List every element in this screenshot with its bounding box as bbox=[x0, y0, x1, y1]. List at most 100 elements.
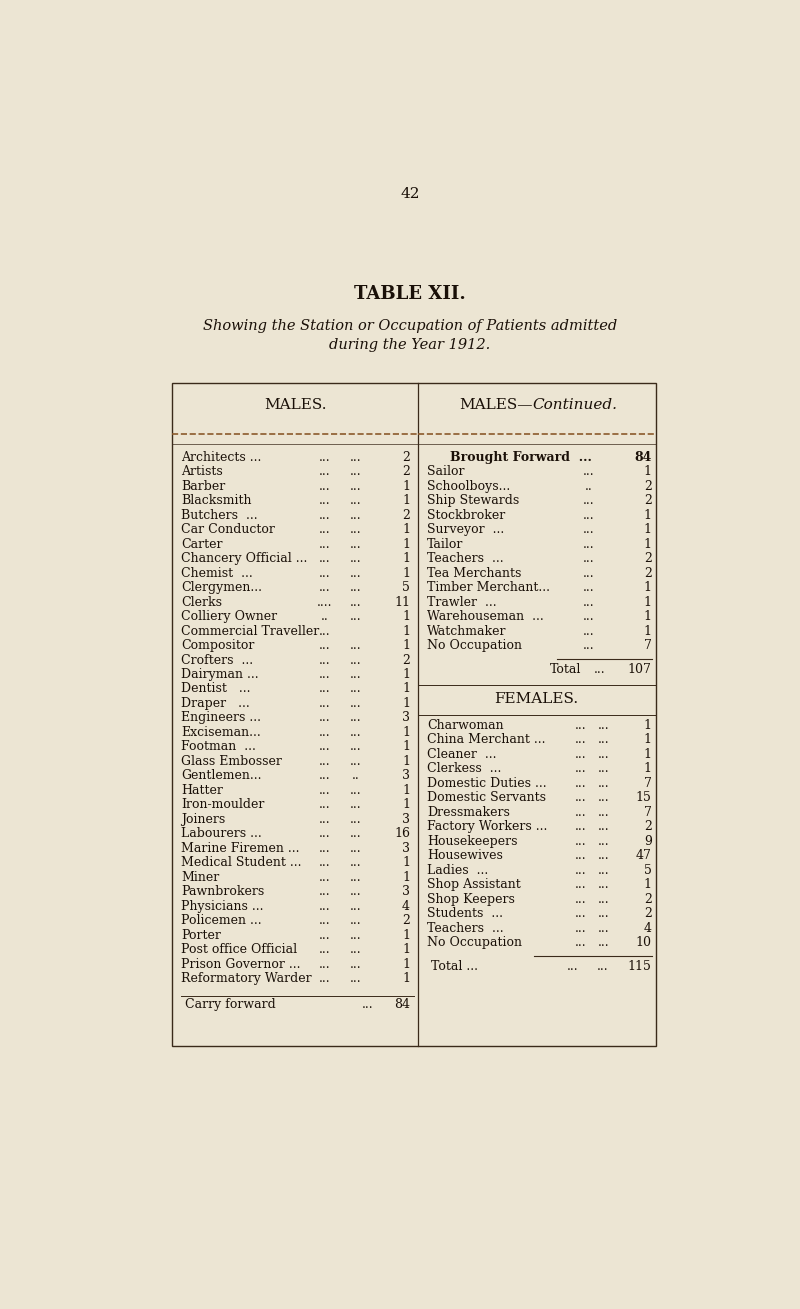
Text: 3: 3 bbox=[402, 712, 410, 724]
Text: ...: ... bbox=[574, 747, 586, 761]
Text: ...: ... bbox=[319, 784, 330, 797]
Text: ...: ... bbox=[319, 798, 330, 812]
Text: Labourers ...: Labourers ... bbox=[182, 827, 262, 840]
Text: Teachers  ...: Teachers ... bbox=[427, 922, 504, 935]
Text: ...: ... bbox=[319, 696, 330, 709]
Text: 2: 2 bbox=[644, 552, 652, 565]
Text: Domestic Servants: Domestic Servants bbox=[427, 792, 546, 804]
Text: Students  ...: Students ... bbox=[427, 907, 503, 920]
Text: ...: ... bbox=[319, 813, 330, 826]
Text: ...: ... bbox=[350, 958, 362, 970]
Text: ...: ... bbox=[319, 899, 330, 912]
Text: Timber Merchant...: Timber Merchant... bbox=[427, 581, 550, 594]
Text: ...: ... bbox=[598, 747, 610, 761]
Text: ...: ... bbox=[574, 719, 586, 732]
Text: Warehouseman  ...: Warehouseman ... bbox=[427, 610, 544, 623]
Text: 2: 2 bbox=[644, 567, 652, 580]
Text: 7: 7 bbox=[644, 806, 652, 819]
Text: ...: ... bbox=[598, 762, 610, 775]
Text: ...: ... bbox=[582, 639, 594, 652]
Text: Chemist  ...: Chemist ... bbox=[182, 567, 253, 580]
Text: 2: 2 bbox=[402, 450, 410, 463]
Text: ...: ... bbox=[350, 784, 362, 797]
Text: Showing the Station or Occupation of Patients admitted: Showing the Station or Occupation of Pat… bbox=[203, 319, 617, 334]
Text: 2: 2 bbox=[402, 509, 410, 522]
Text: ...: ... bbox=[319, 480, 330, 492]
Text: ...: ... bbox=[598, 733, 610, 746]
Text: ...: ... bbox=[319, 466, 330, 478]
Text: 10: 10 bbox=[636, 936, 652, 949]
Text: 1: 1 bbox=[644, 733, 652, 746]
Text: 1: 1 bbox=[402, 973, 410, 984]
Text: ...: ... bbox=[350, 856, 362, 869]
Text: 1: 1 bbox=[402, 942, 410, 956]
Text: ...: ... bbox=[319, 682, 330, 695]
Text: 1: 1 bbox=[402, 726, 410, 738]
Text: 5: 5 bbox=[644, 864, 652, 877]
Text: Housekeepers: Housekeepers bbox=[427, 835, 518, 848]
Text: 2: 2 bbox=[402, 653, 410, 666]
Text: ...: ... bbox=[350, 509, 362, 522]
Text: ...: ... bbox=[574, 850, 586, 863]
Text: ...: ... bbox=[319, 928, 330, 941]
Text: 3: 3 bbox=[402, 770, 410, 783]
Text: ....: .... bbox=[317, 596, 333, 609]
Text: ...: ... bbox=[319, 741, 330, 754]
Text: 1: 1 bbox=[644, 610, 652, 623]
Text: ...: ... bbox=[598, 878, 610, 891]
Text: ..: .. bbox=[321, 610, 329, 623]
Text: ...: ... bbox=[350, 581, 362, 594]
Text: 2: 2 bbox=[644, 495, 652, 508]
Text: 1: 1 bbox=[402, 696, 410, 709]
Text: ...: ... bbox=[582, 581, 594, 594]
Text: ...: ... bbox=[598, 719, 610, 732]
Text: ...: ... bbox=[574, 835, 586, 848]
Text: Clerkess  ...: Clerkess ... bbox=[427, 762, 502, 775]
Text: 1: 1 bbox=[402, 552, 410, 565]
Text: 1: 1 bbox=[402, 610, 410, 623]
Text: ...: ... bbox=[598, 850, 610, 863]
Text: Brought Forward  ...: Brought Forward ... bbox=[450, 450, 592, 463]
Text: ...: ... bbox=[350, 466, 362, 478]
Text: ...: ... bbox=[319, 495, 330, 508]
Text: ...: ... bbox=[319, 726, 330, 738]
Text: Colliery Owner: Colliery Owner bbox=[182, 610, 278, 623]
Text: 16: 16 bbox=[394, 827, 410, 840]
Text: ...: ... bbox=[567, 959, 578, 973]
Text: 1: 1 bbox=[402, 741, 410, 754]
Text: ...: ... bbox=[350, 755, 362, 768]
Text: Crofters  ...: Crofters ... bbox=[182, 653, 254, 666]
Text: ...: ... bbox=[319, 842, 330, 855]
Text: Blacksmith: Blacksmith bbox=[182, 495, 252, 508]
Text: ...: ... bbox=[319, 770, 330, 783]
Text: ...: ... bbox=[574, 821, 586, 834]
Text: MALES—: MALES— bbox=[459, 398, 533, 412]
Text: ...: ... bbox=[582, 466, 594, 478]
Text: MALES.: MALES. bbox=[264, 398, 326, 412]
Text: 1: 1 bbox=[644, 509, 652, 522]
Text: ...: ... bbox=[574, 792, 586, 804]
Text: ...: ... bbox=[350, 480, 362, 492]
Text: Miner: Miner bbox=[182, 870, 220, 884]
Text: 1: 1 bbox=[644, 466, 652, 478]
Text: 4: 4 bbox=[644, 922, 652, 935]
Text: Shop Keepers: Shop Keepers bbox=[427, 893, 515, 906]
Text: ...: ... bbox=[319, 509, 330, 522]
Text: Stockbroker: Stockbroker bbox=[427, 509, 506, 522]
Text: Dentist   ...: Dentist ... bbox=[182, 682, 251, 695]
Text: 1: 1 bbox=[644, 878, 652, 891]
Text: 1: 1 bbox=[644, 538, 652, 551]
Text: ...: ... bbox=[598, 922, 610, 935]
Text: 5: 5 bbox=[402, 581, 410, 594]
Text: ...: ... bbox=[319, 552, 330, 565]
Text: ...: ... bbox=[350, 885, 362, 898]
Text: Glass Embosser: Glass Embosser bbox=[182, 755, 282, 768]
Text: ...: ... bbox=[574, 733, 586, 746]
Text: 1: 1 bbox=[402, 682, 410, 695]
Text: ...: ... bbox=[350, 639, 362, 652]
Text: Domestic Duties ...: Domestic Duties ... bbox=[427, 778, 546, 789]
Text: ...: ... bbox=[319, 653, 330, 666]
Text: 15: 15 bbox=[636, 792, 652, 804]
Text: Butchers  ...: Butchers ... bbox=[182, 509, 258, 522]
Text: Cleaner  ...: Cleaner ... bbox=[427, 747, 497, 761]
